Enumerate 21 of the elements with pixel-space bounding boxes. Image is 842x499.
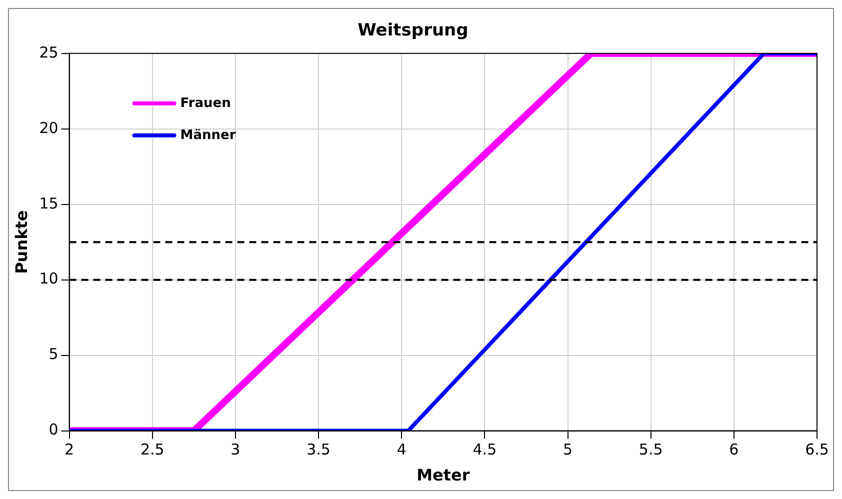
y-tick-label: 25 [39,43,58,62]
x-tick-label: 2.5 [140,440,164,459]
y-tick-label: 15 [39,194,58,212]
chart-title: Weitsprung [358,20,468,41]
x-axis-title: Meter [416,466,470,485]
y-tick-label: 5 [48,345,58,364]
y-tick-label: 0 [48,420,58,439]
y-tick-label: 10 [39,270,58,288]
legend-label: Männer [180,128,236,143]
x-tick-label: 5 [562,440,573,459]
y-axis-title: Punkte [12,210,31,274]
x-tick-label: 3.5 [306,440,330,459]
x-tick-label: 3 [230,440,240,459]
legend-label: Frauen [180,96,231,111]
x-tick-label: 2 [64,440,74,459]
x-tick-label: 6 [729,440,739,459]
y-tick-label: 20 [39,118,58,137]
x-tick-label: 4.5 [472,440,497,459]
x-tick-label: 6.5 [805,440,829,459]
x-tick-label: 5.5 [638,440,663,459]
x-tick-label: 4 [396,440,406,459]
